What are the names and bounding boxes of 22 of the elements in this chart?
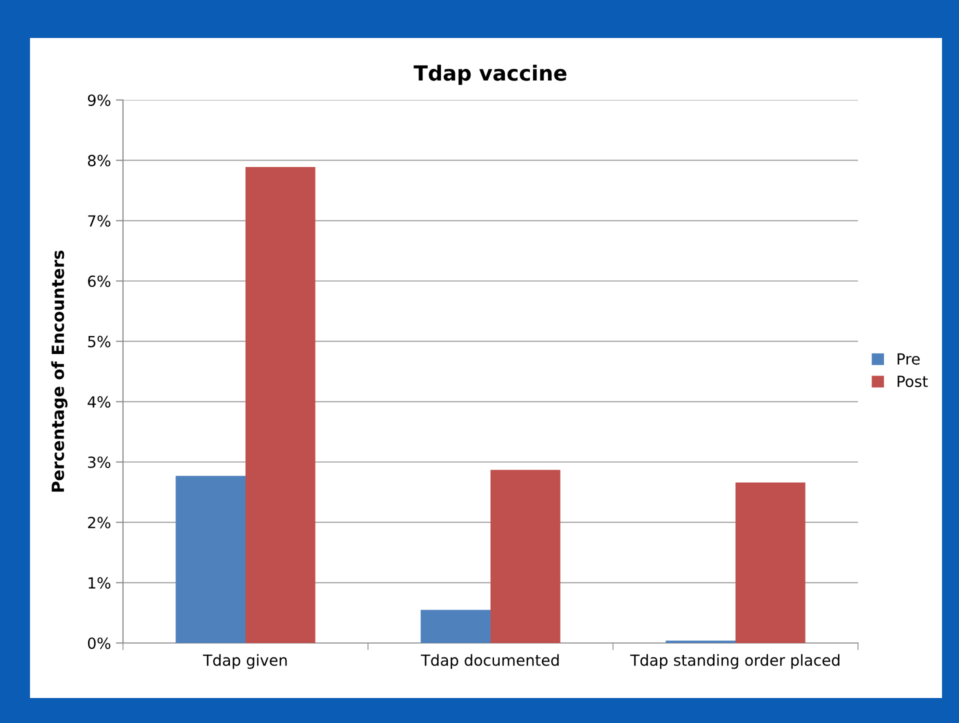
chart-title: Tdap vaccine bbox=[414, 64, 566, 85]
y-tick-label: 9% bbox=[88, 94, 110, 106]
y-tick-label: 6% bbox=[88, 275, 110, 288]
y-tick-label: 5% bbox=[88, 336, 110, 348]
legend-label: Post bbox=[898, 376, 928, 388]
y-tick-label: 2% bbox=[88, 516, 110, 528]
y-axis-title: Percentage of Encounters bbox=[51, 250, 68, 492]
x-tick-label: Tdap given bbox=[202, 654, 287, 669]
bar bbox=[246, 166, 316, 643]
y-tick-label: 8% bbox=[88, 154, 110, 166]
y-tick-label: 3% bbox=[88, 456, 110, 468]
bar bbox=[490, 470, 560, 643]
bar bbox=[420, 610, 490, 643]
y-tick-label: 4% bbox=[88, 396, 110, 408]
legend-label: Pre bbox=[898, 353, 920, 365]
x-tick-label: Tdap standing order placed bbox=[630, 654, 840, 669]
y-tick-label: 1% bbox=[88, 577, 110, 589]
y-tick-label: 7% bbox=[88, 215, 110, 227]
bar bbox=[736, 482, 806, 643]
y-tick-label: 0% bbox=[88, 637, 110, 650]
x-tick-label: Tdap documented bbox=[420, 654, 559, 669]
bar bbox=[176, 476, 246, 643]
